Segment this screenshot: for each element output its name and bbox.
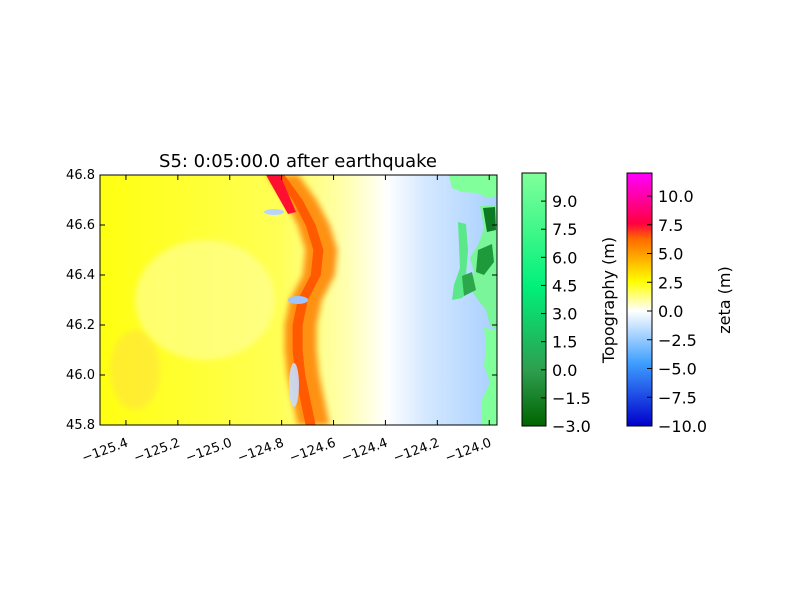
y-tick-label: 46.8 xyxy=(66,168,95,183)
topography-colorbar-label: Topography (m) xyxy=(599,237,618,364)
plot-area xyxy=(100,175,497,425)
x-tick-label: −125.0 xyxy=(184,436,234,467)
colorbar-tick-label: 4.5 xyxy=(552,276,577,295)
land-dark-patch-1 xyxy=(483,207,496,232)
land-dark-patch-3 xyxy=(462,272,476,296)
colorbar-tick-label: −5.0 xyxy=(658,360,697,379)
topography-colorbar: 9.0 7.5 6.0 4.5 3.0 1.5 0.0 −1.5 −3.0 Topography… xyxy=(521,172,618,436)
zeta-colorbar-ticks: 10.0 7.5 5.0 2.5 0.0 −2.5 −5.0 −7.5 −10.0 xyxy=(647,187,707,436)
colorbar-tick-label: 7.5 xyxy=(658,216,683,235)
trough-mark-south xyxy=(289,363,299,407)
colorbar-tick-label: 2.5 xyxy=(658,273,683,292)
colorbar-tick-label: −1.5 xyxy=(552,389,591,408)
colorbar-tick-label: −7.5 xyxy=(658,388,697,407)
light-patch xyxy=(135,240,275,360)
colorbar-tick-label: −3.0 xyxy=(552,417,591,436)
y-tick-label: 46.2 xyxy=(66,318,95,333)
x-tick-label: −124.4 xyxy=(339,436,389,467)
colorbar-tick-label: 7.5 xyxy=(552,220,577,239)
land-dark-patch-2 xyxy=(476,244,494,275)
land-north xyxy=(449,175,497,198)
y-tick-label: 46.6 xyxy=(66,218,95,233)
colorbar-tick-label: 10.0 xyxy=(658,187,694,206)
wave-peak-north xyxy=(266,175,296,214)
y-axis: 45.8 46.0 46.2 46.4 46.6 46.8 xyxy=(66,168,497,433)
x-tick-label: −124.6 xyxy=(288,436,338,467)
x-tick-label: −125.2 xyxy=(132,436,182,467)
y-tick-label: 46.4 xyxy=(66,268,95,283)
x-tick-label: −125.4 xyxy=(80,436,130,467)
colorbar-tick-label: 0.0 xyxy=(658,302,683,321)
zeta-colorbar-label: zeta (m) xyxy=(715,266,734,333)
plot-frame xyxy=(99,174,498,426)
colorbar-tick-label: 1.5 xyxy=(552,333,577,352)
colorbar-tick-label: −10.0 xyxy=(658,417,707,436)
land-coast-lower xyxy=(481,328,497,425)
chart-title: S5: 0:05:00.0 after earthquake xyxy=(159,151,437,172)
elevated-patch xyxy=(110,330,160,410)
trough-mark-mid xyxy=(288,296,308,304)
topography-colorbar-ticks: 9.0 7.5 6.0 4.5 3.0 1.5 0.0 −1.5 −3.0 xyxy=(541,192,591,436)
zeta-colorbar: 10.0 7.5 5.0 2.5 0.0 −2.5 −5.0 −7.5 −10.0 zeta (… xyxy=(626,172,734,436)
y-tick-label: 46.0 xyxy=(66,368,95,383)
colorbar-tick-label: 0.0 xyxy=(552,361,577,380)
colorbar-tick-label: 3.0 xyxy=(552,305,577,324)
colorbar-tick-label: −2.5 xyxy=(658,331,697,350)
y-tick-label: 45.8 xyxy=(66,418,95,433)
colorbar-tick-label: 9.0 xyxy=(552,192,577,211)
x-tick-label: −124.8 xyxy=(236,436,286,467)
trough-mark-north xyxy=(264,209,284,215)
x-tick-label: −124.0 xyxy=(443,436,493,467)
colorbar-tick-label: 5.0 xyxy=(658,245,683,264)
colorbar-tick-label: 6.0 xyxy=(552,248,577,267)
x-tick-label: −124.2 xyxy=(391,436,441,467)
topography-colorbar-ramp xyxy=(521,172,547,427)
land-topography xyxy=(449,175,497,425)
zeta-colorbar-ramp xyxy=(626,172,653,427)
